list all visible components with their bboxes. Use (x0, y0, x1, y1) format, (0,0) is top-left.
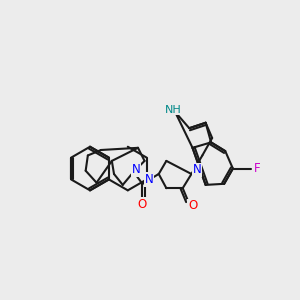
Text: O: O (188, 199, 197, 212)
Text: N: N (131, 163, 140, 176)
Text: NH: NH (164, 105, 181, 115)
Text: O: O (138, 198, 147, 211)
Text: F: F (254, 162, 260, 175)
Text: N: N (193, 163, 201, 176)
Text: N: N (145, 173, 153, 186)
